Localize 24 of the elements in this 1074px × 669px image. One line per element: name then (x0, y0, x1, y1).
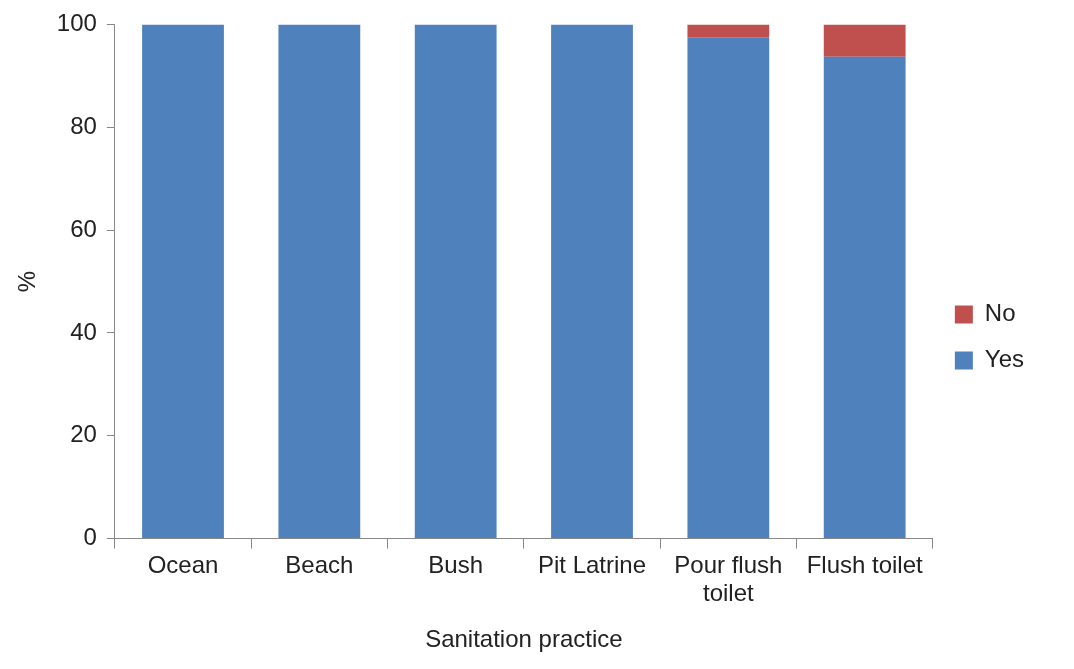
bar (142, 24, 224, 539)
y-tick-label: 40 (70, 317, 97, 345)
x-axis-title: Sanitation practice (425, 625, 623, 653)
bar (278, 24, 361, 539)
x-tick-label: Flush toilet (806, 550, 924, 578)
legend-label: No (984, 299, 1016, 327)
bar (687, 37, 770, 539)
legend-label: Yes (984, 345, 1024, 373)
y-tick-label: 100 (56, 9, 97, 37)
x-tick-label: Beach (285, 550, 354, 578)
y-tick-label: 20 (70, 420, 97, 448)
bar (414, 24, 497, 539)
x-tick-label: Pit Latrine (537, 550, 647, 578)
y-tick-label: 80 (70, 111, 97, 139)
x-tick-label: Bush (428, 550, 484, 578)
bar (687, 24, 770, 38)
y-tick-label: 0 (83, 523, 97, 551)
x-tick-label: Pour flush toilet (674, 550, 783, 607)
y-tick-label: 60 (70, 214, 97, 242)
bar (551, 24, 633, 539)
bar (823, 56, 906, 539)
bar (823, 24, 906, 57)
x-tick-label: Ocean (147, 550, 219, 578)
y-axis-title: % (13, 270, 41, 293)
